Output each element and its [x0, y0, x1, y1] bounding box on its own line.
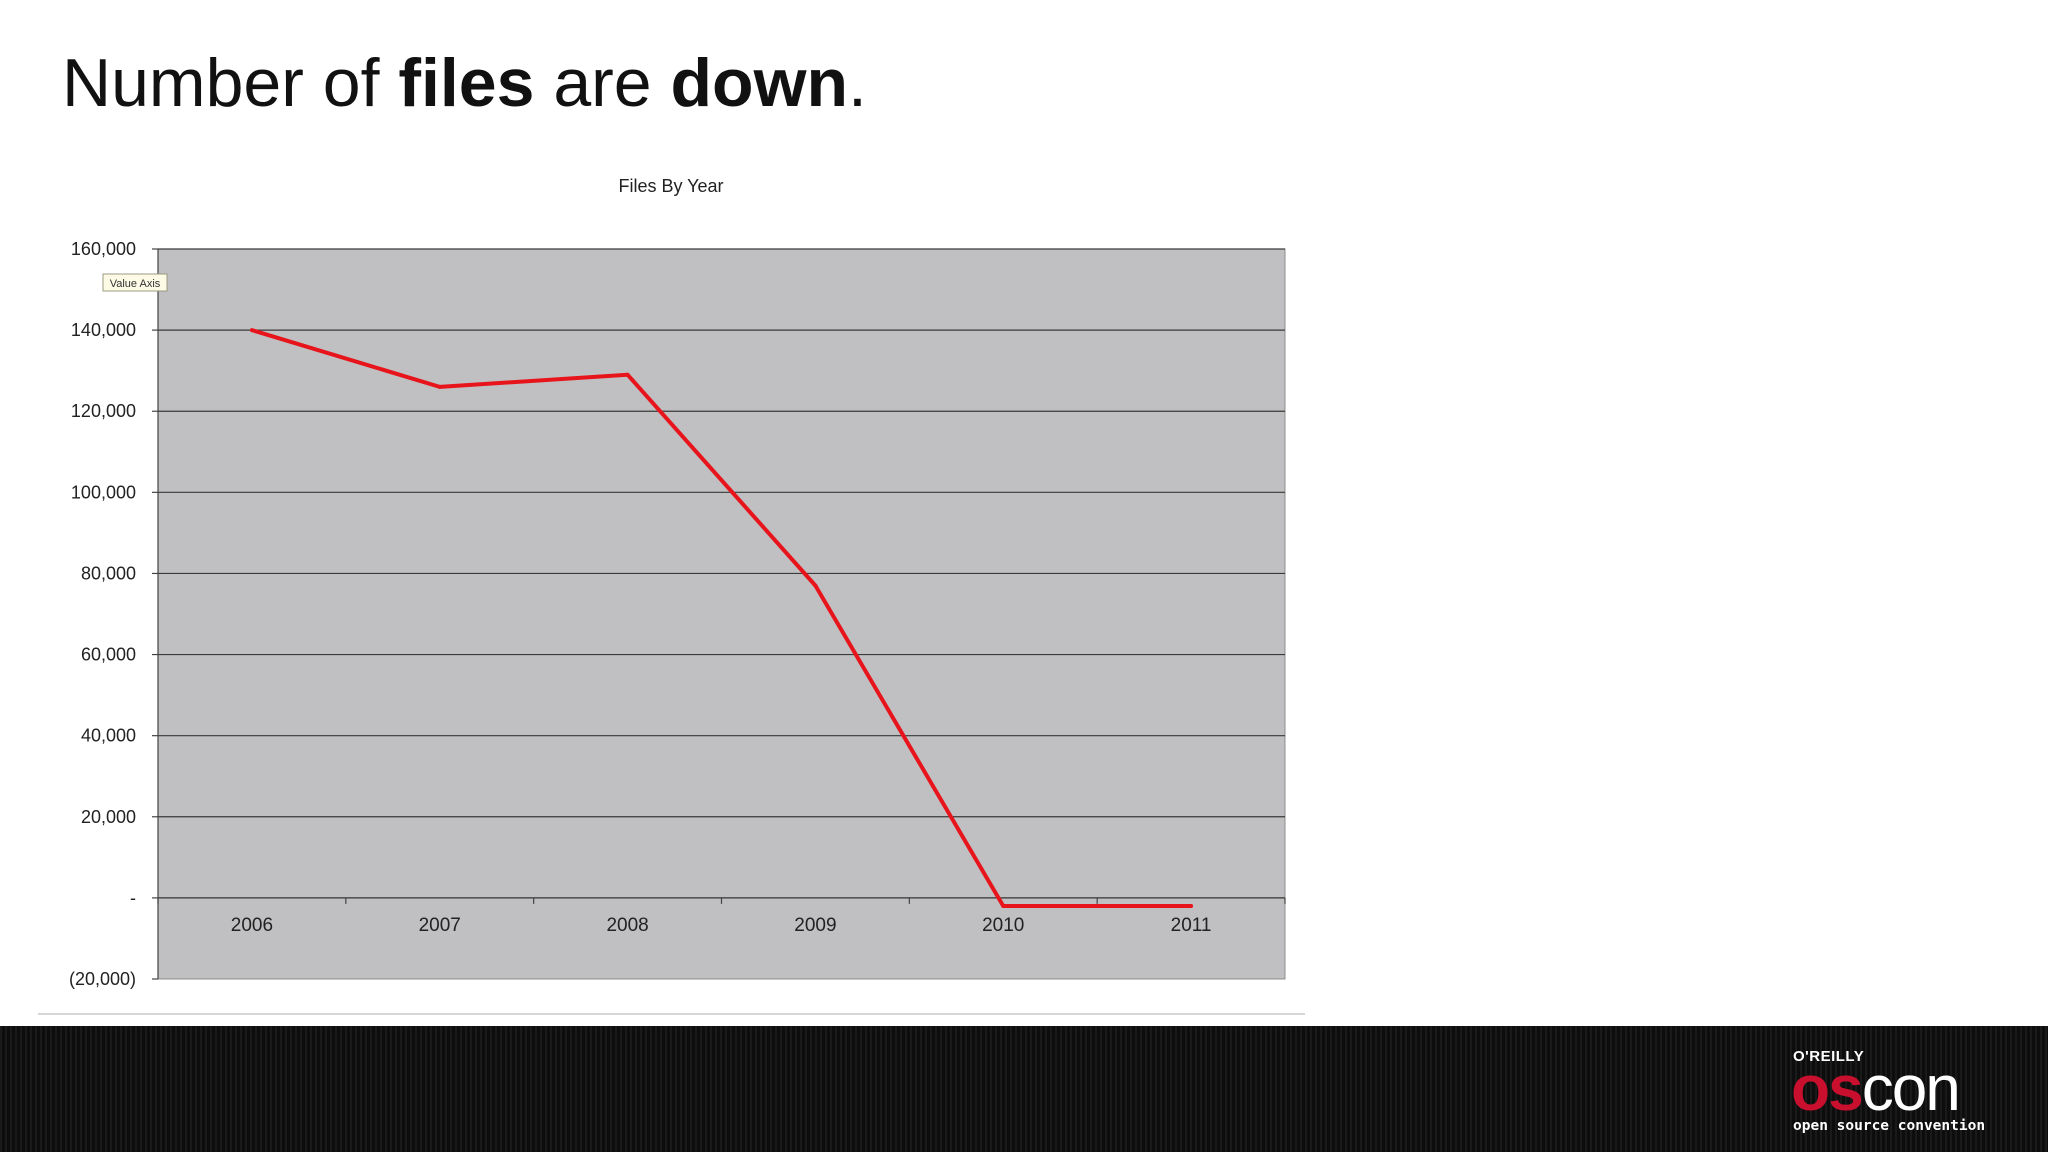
chart-title: Files By Year [618, 176, 723, 196]
chart: 160,000 140,000 120,000 100,000 80,000 60,000… [38, 176, 1305, 1015]
x-tick-label: 2008 [606, 915, 648, 936]
x-tick-label: 2007 [419, 915, 461, 936]
data-point [437, 384, 442, 389]
data-point [1189, 904, 1194, 908]
logo-con: con [1861, 1052, 1961, 1124]
y-tick-label: 20,000 [81, 807, 136, 827]
x-tick-label: 2011 [1171, 915, 1212, 936]
oreilly-wordmark: O'REILLY [1793, 1048, 1865, 1065]
oscon-wordmark: oscon [1791, 1056, 1961, 1120]
logo-tagline: open source convention [1793, 1118, 1986, 1134]
y-tick-label: (20,000) [69, 969, 136, 989]
slide-title: Number of files are down. [62, 44, 867, 122]
footer-bar: O'REILLY oscon open source convention [0, 1026, 2048, 1152]
y-tick-label: 120,000 [71, 401, 136, 421]
x-tick-label: 2009 [794, 915, 836, 936]
logo-os: os [1791, 1052, 1864, 1124]
x-tick-label: 2006 [231, 915, 273, 936]
value-axis-tooltip-label: Value Axis [110, 278, 161, 290]
data-point [1001, 904, 1006, 908]
plot-area [157, 248, 1286, 980]
y-tick-label: 160,000 [71, 239, 136, 259]
title-emphasis-down: down [670, 45, 849, 121]
y-tick-label: 80,000 [81, 563, 136, 583]
y-tick-label: 140,000 [71, 320, 136, 340]
y-tick-label: - [130, 888, 136, 908]
y-tick-label: 40,000 [81, 726, 136, 746]
y-tick-label: 100,000 [71, 482, 136, 502]
title-part: are [534, 45, 671, 121]
data-point [813, 583, 818, 588]
value-axis-tooltip-box [102, 273, 168, 292]
data-point [625, 372, 630, 377]
title-part: Number of [62, 45, 399, 121]
chart-svg: 160,000 140,000 120,000 100,000 80,000 60,000… [38, 176, 1305, 1015]
title-emphasis-files: files [398, 45, 535, 121]
series-line [251, 328, 1192, 908]
y-tick-label: 60,000 [81, 645, 136, 665]
oscon-logo: O'REILLY oscon open source convention [1791, 1048, 2003, 1136]
title-part: . [848, 45, 867, 121]
x-tick-label: 2010 [982, 915, 1024, 936]
data-point [249, 328, 254, 333]
